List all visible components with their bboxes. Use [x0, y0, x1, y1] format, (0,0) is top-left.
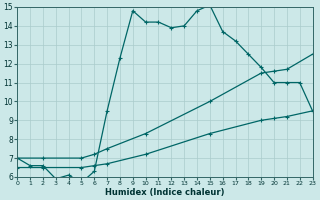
X-axis label: Humidex (Indice chaleur): Humidex (Indice chaleur)	[105, 188, 225, 197]
